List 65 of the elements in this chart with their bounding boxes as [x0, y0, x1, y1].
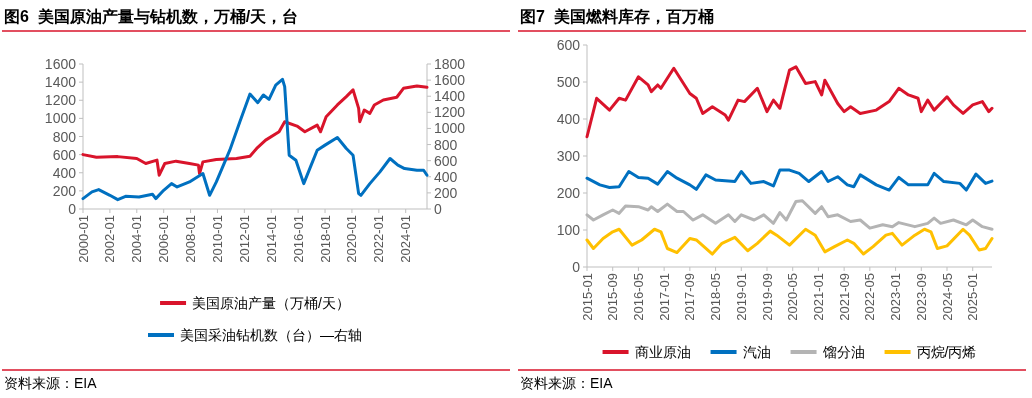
y-tick-label: 1600 [44, 56, 77, 72]
y-tick-label: 200 [52, 182, 77, 199]
legend-label: 美国采油钻机数（台）—右轴 [180, 327, 362, 343]
y-tick-label: 100 [556, 222, 581, 238]
y2-tick-label: 0 [434, 201, 442, 217]
y2-tick-label: 200 [434, 184, 458, 201]
y-tick-label: 600 [556, 37, 581, 53]
x-tick-label: 2010-01 [209, 215, 225, 263]
y-tick-label: 400 [556, 111, 581, 127]
x-tick-label: 2016-05 [630, 273, 646, 321]
y2-tick-label: 1000 [434, 120, 466, 137]
legend-label: 美国原油产量（万桶/天） [192, 295, 350, 311]
y2-tick-label: 1800 [434, 56, 466, 72]
y-tick-label: 400 [52, 164, 77, 181]
legend-label: 汽油 [742, 344, 771, 360]
x-tick-label: 2000-01 [75, 215, 91, 263]
y-tick-label: 800 [52, 128, 77, 145]
y-tick-label: 1200 [44, 92, 77, 109]
text: 资料来源：EIA [520, 375, 614, 391]
x-tick-label: 2021-09 [836, 273, 852, 321]
x-tick-label: 2014-01 [263, 215, 279, 263]
legend-label: 丙烷/丙烯 [916, 344, 977, 360]
x-tick-label: 2002-01 [102, 215, 118, 263]
text: 资料来源：EIA [4, 375, 98, 391]
y2-tick-label: 1400 [434, 88, 466, 105]
y-tick-label: 300 [556, 148, 581, 164]
x-tick-label: 2012-01 [236, 215, 252, 263]
y-tick-label: 1400 [44, 74, 77, 91]
x-tick-label: 2018-01 [317, 215, 333, 263]
x-tick-label: 2024-01 [398, 215, 414, 263]
y-tick-label: 600 [52, 146, 77, 163]
y2-tick-label: 600 [434, 152, 458, 169]
y-tick-label: 500 [556, 74, 581, 90]
y2-tick-label: 400 [434, 168, 458, 185]
x-tick-label: 2017-01 [656, 273, 672, 321]
legend-label: 商业原油 [634, 344, 691, 360]
x-tick-label: 2021-01 [810, 273, 826, 321]
x-tick-label: 2025-01 [965, 273, 981, 321]
y-tick-label: 0 [68, 201, 77, 217]
y-tick-label: 1000 [44, 110, 77, 127]
x-tick-label: 2019-01 [733, 273, 749, 321]
x-tick-label: 2015-09 [605, 273, 621, 321]
x-tick-label: 2008-01 [183, 215, 199, 263]
x-tick-label: 2015-01 [579, 273, 595, 321]
x-tick-label: 2018-05 [708, 273, 724, 321]
x-tick-label: 2022-01 [371, 215, 387, 263]
y-tick-label: 0 [572, 259, 581, 275]
x-tick-label: 2004-01 [129, 215, 145, 263]
y2-tick-label: 1600 [434, 72, 466, 89]
chart-title: 图6 美国原油产量与钻机数，万桶/天，台 [4, 7, 299, 25]
chart-title: 图7 美国燃料库存，百万桶 [520, 7, 714, 25]
x-tick-label: 2023-09 [913, 273, 929, 321]
x-tick-label: 2016-01 [290, 215, 306, 263]
x-tick-label: 2020-01 [344, 215, 360, 263]
x-tick-label: 2019-09 [759, 273, 775, 321]
x-tick-label: 2017-09 [682, 273, 698, 321]
x-tick-label: 2024-05 [939, 273, 955, 321]
x-tick-label: 2006-01 [156, 215, 172, 263]
y2-tick-label: 1200 [434, 104, 466, 121]
y-tick-label: 200 [556, 185, 581, 201]
y2-tick-label: 800 [434, 136, 458, 153]
x-tick-label: 2023-01 [888, 273, 904, 321]
legend-label: 馏分油 [821, 344, 865, 360]
x-tick-label: 2022-05 [862, 273, 878, 321]
x-tick-label: 2020-05 [785, 273, 801, 321]
